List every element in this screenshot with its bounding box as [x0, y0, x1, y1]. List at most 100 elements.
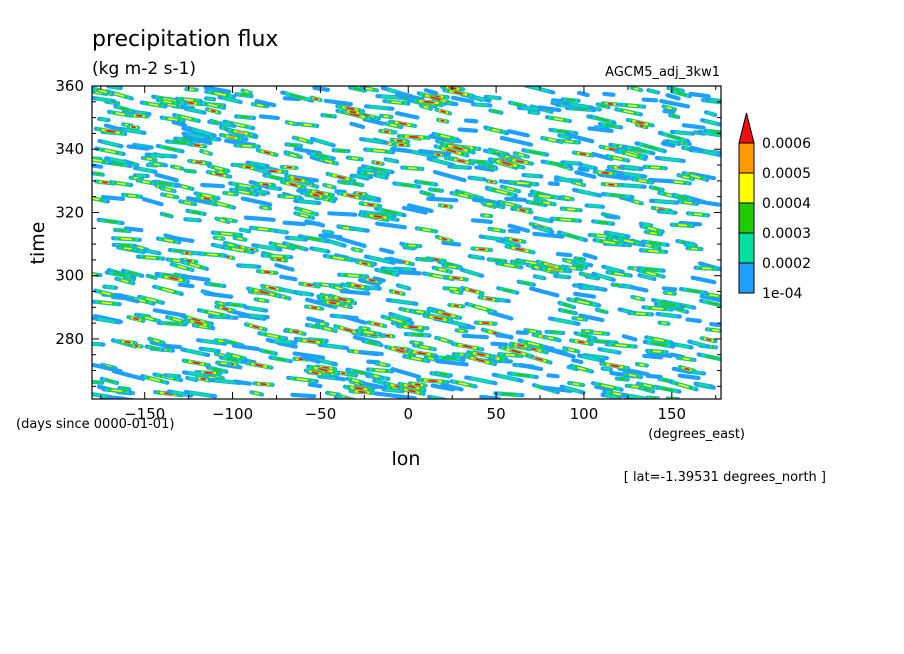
heatmap-cell [529, 286, 560, 298]
heatmap-cell [627, 104, 638, 107]
heatmap-cell [681, 123, 706, 130]
heatmap-cell [256, 189, 267, 194]
heatmap-cell [553, 117, 564, 121]
colorbar-label: 0.0002 [762, 256, 811, 272]
heatmap-cell [415, 310, 424, 314]
heatmap-cell [555, 251, 573, 258]
heatmap-cell [248, 306, 264, 312]
heatmap-cell [166, 194, 174, 198]
heatmap-cell [391, 299, 413, 305]
heatmap-cell [423, 88, 439, 96]
heatmap-cell [596, 117, 609, 122]
heatmap-cell [92, 197, 100, 201]
heatmap-cell [560, 218, 572, 221]
heatmap-cell [682, 357, 690, 361]
heatmap-cell [258, 227, 269, 231]
heatmap-cell [314, 97, 318, 100]
heatmap-cell [306, 316, 325, 325]
heatmap-cell [457, 127, 479, 133]
heatmap-cell [212, 120, 219, 124]
heatmap-cell [171, 390, 189, 397]
heatmap-cell [647, 227, 657, 231]
heatmap-cell [259, 290, 269, 295]
x-tick-label: −50 [305, 405, 337, 423]
heatmap-cell [511, 349, 521, 354]
heatmap-cell [296, 378, 309, 381]
heatmap-cell [244, 90, 249, 93]
heatmap-cell [186, 218, 199, 222]
heatmap-cell [123, 247, 132, 250]
heatmap-cell [440, 134, 451, 139]
heatmap-cell [595, 273, 612, 281]
heatmap-cell [172, 259, 181, 262]
heatmap-cell [671, 87, 680, 91]
heatmap-cell [297, 291, 311, 296]
heatmap-cell [705, 355, 720, 360]
heatmap-cell [569, 102, 589, 109]
heatmap-cell [587, 275, 598, 280]
heatmap-cell [643, 384, 652, 388]
heatmap-cell [587, 126, 614, 133]
heatmap-cell [536, 217, 550, 222]
heatmap-cell [702, 131, 721, 137]
heatmap-cell [191, 210, 201, 214]
heatmap-cell [315, 191, 324, 195]
heatmap-cell [562, 303, 571, 307]
heatmap-cell [556, 129, 570, 134]
heatmap-cell [379, 363, 386, 366]
heatmap-cell [109, 157, 127, 164]
colorbar-swatch [738, 172, 755, 204]
heatmap-cell [133, 317, 139, 321]
heatmap-cell [577, 300, 590, 305]
heatmap-cell [374, 323, 380, 326]
heatmap-cell [369, 105, 389, 110]
heatmap-cell [438, 268, 447, 272]
heatmap-cell [706, 111, 715, 116]
heatmap-cell [231, 343, 261, 352]
heatmap-cell [313, 247, 327, 253]
heatmap-cell [330, 392, 336, 395]
heatmap-cell [604, 394, 618, 399]
heatmap-cell [674, 130, 691, 135]
heatmap-cell [540, 385, 573, 393]
heatmap-cell [471, 176, 483, 181]
heatmap-cell [95, 172, 102, 176]
chart-title: precipitation flux [92, 27, 278, 52]
heatmap-cell [200, 377, 206, 381]
heatmap-cell [222, 96, 238, 103]
heatmap-cell [560, 134, 570, 139]
heatmap-cell [659, 99, 691, 109]
heatmap-cell [121, 237, 132, 241]
heatmap-cell [458, 193, 469, 198]
heatmap-cell [495, 189, 508, 194]
heatmap-cell [183, 98, 194, 102]
heatmap-cell [92, 163, 104, 169]
heatmap-cell [118, 229, 127, 232]
heatmap-cell [312, 194, 319, 197]
heatmap-cell [361, 262, 368, 265]
heatmap-cell [566, 98, 576, 102]
heatmap-cell [531, 201, 542, 206]
heatmap-cell [619, 172, 641, 178]
heatmap-cell [671, 114, 677, 118]
heatmap-cell [671, 366, 693, 375]
heatmap-cell [312, 86, 331, 92]
heatmap-cell [661, 286, 678, 292]
heatmap-cell [432, 169, 467, 183]
heatmap-cell [693, 213, 703, 216]
heatmap-cell [231, 303, 241, 307]
heatmap-cell [604, 123, 617, 128]
heatmap-cell [565, 233, 580, 239]
heatmap-cell [538, 195, 551, 198]
heatmap-cell [602, 348, 618, 354]
chart-subtitle: (kg m-2 s-1) [92, 59, 196, 79]
heatmap-cell [686, 243, 696, 247]
heatmap-cell [463, 118, 479, 124]
heatmap-cell [521, 281, 531, 285]
heatmap-cell [709, 294, 719, 297]
heatmap-cell [203, 197, 210, 200]
heatmap-cell [709, 321, 721, 328]
heatmap-cell [490, 341, 509, 347]
heatmap-cell [189, 263, 200, 268]
